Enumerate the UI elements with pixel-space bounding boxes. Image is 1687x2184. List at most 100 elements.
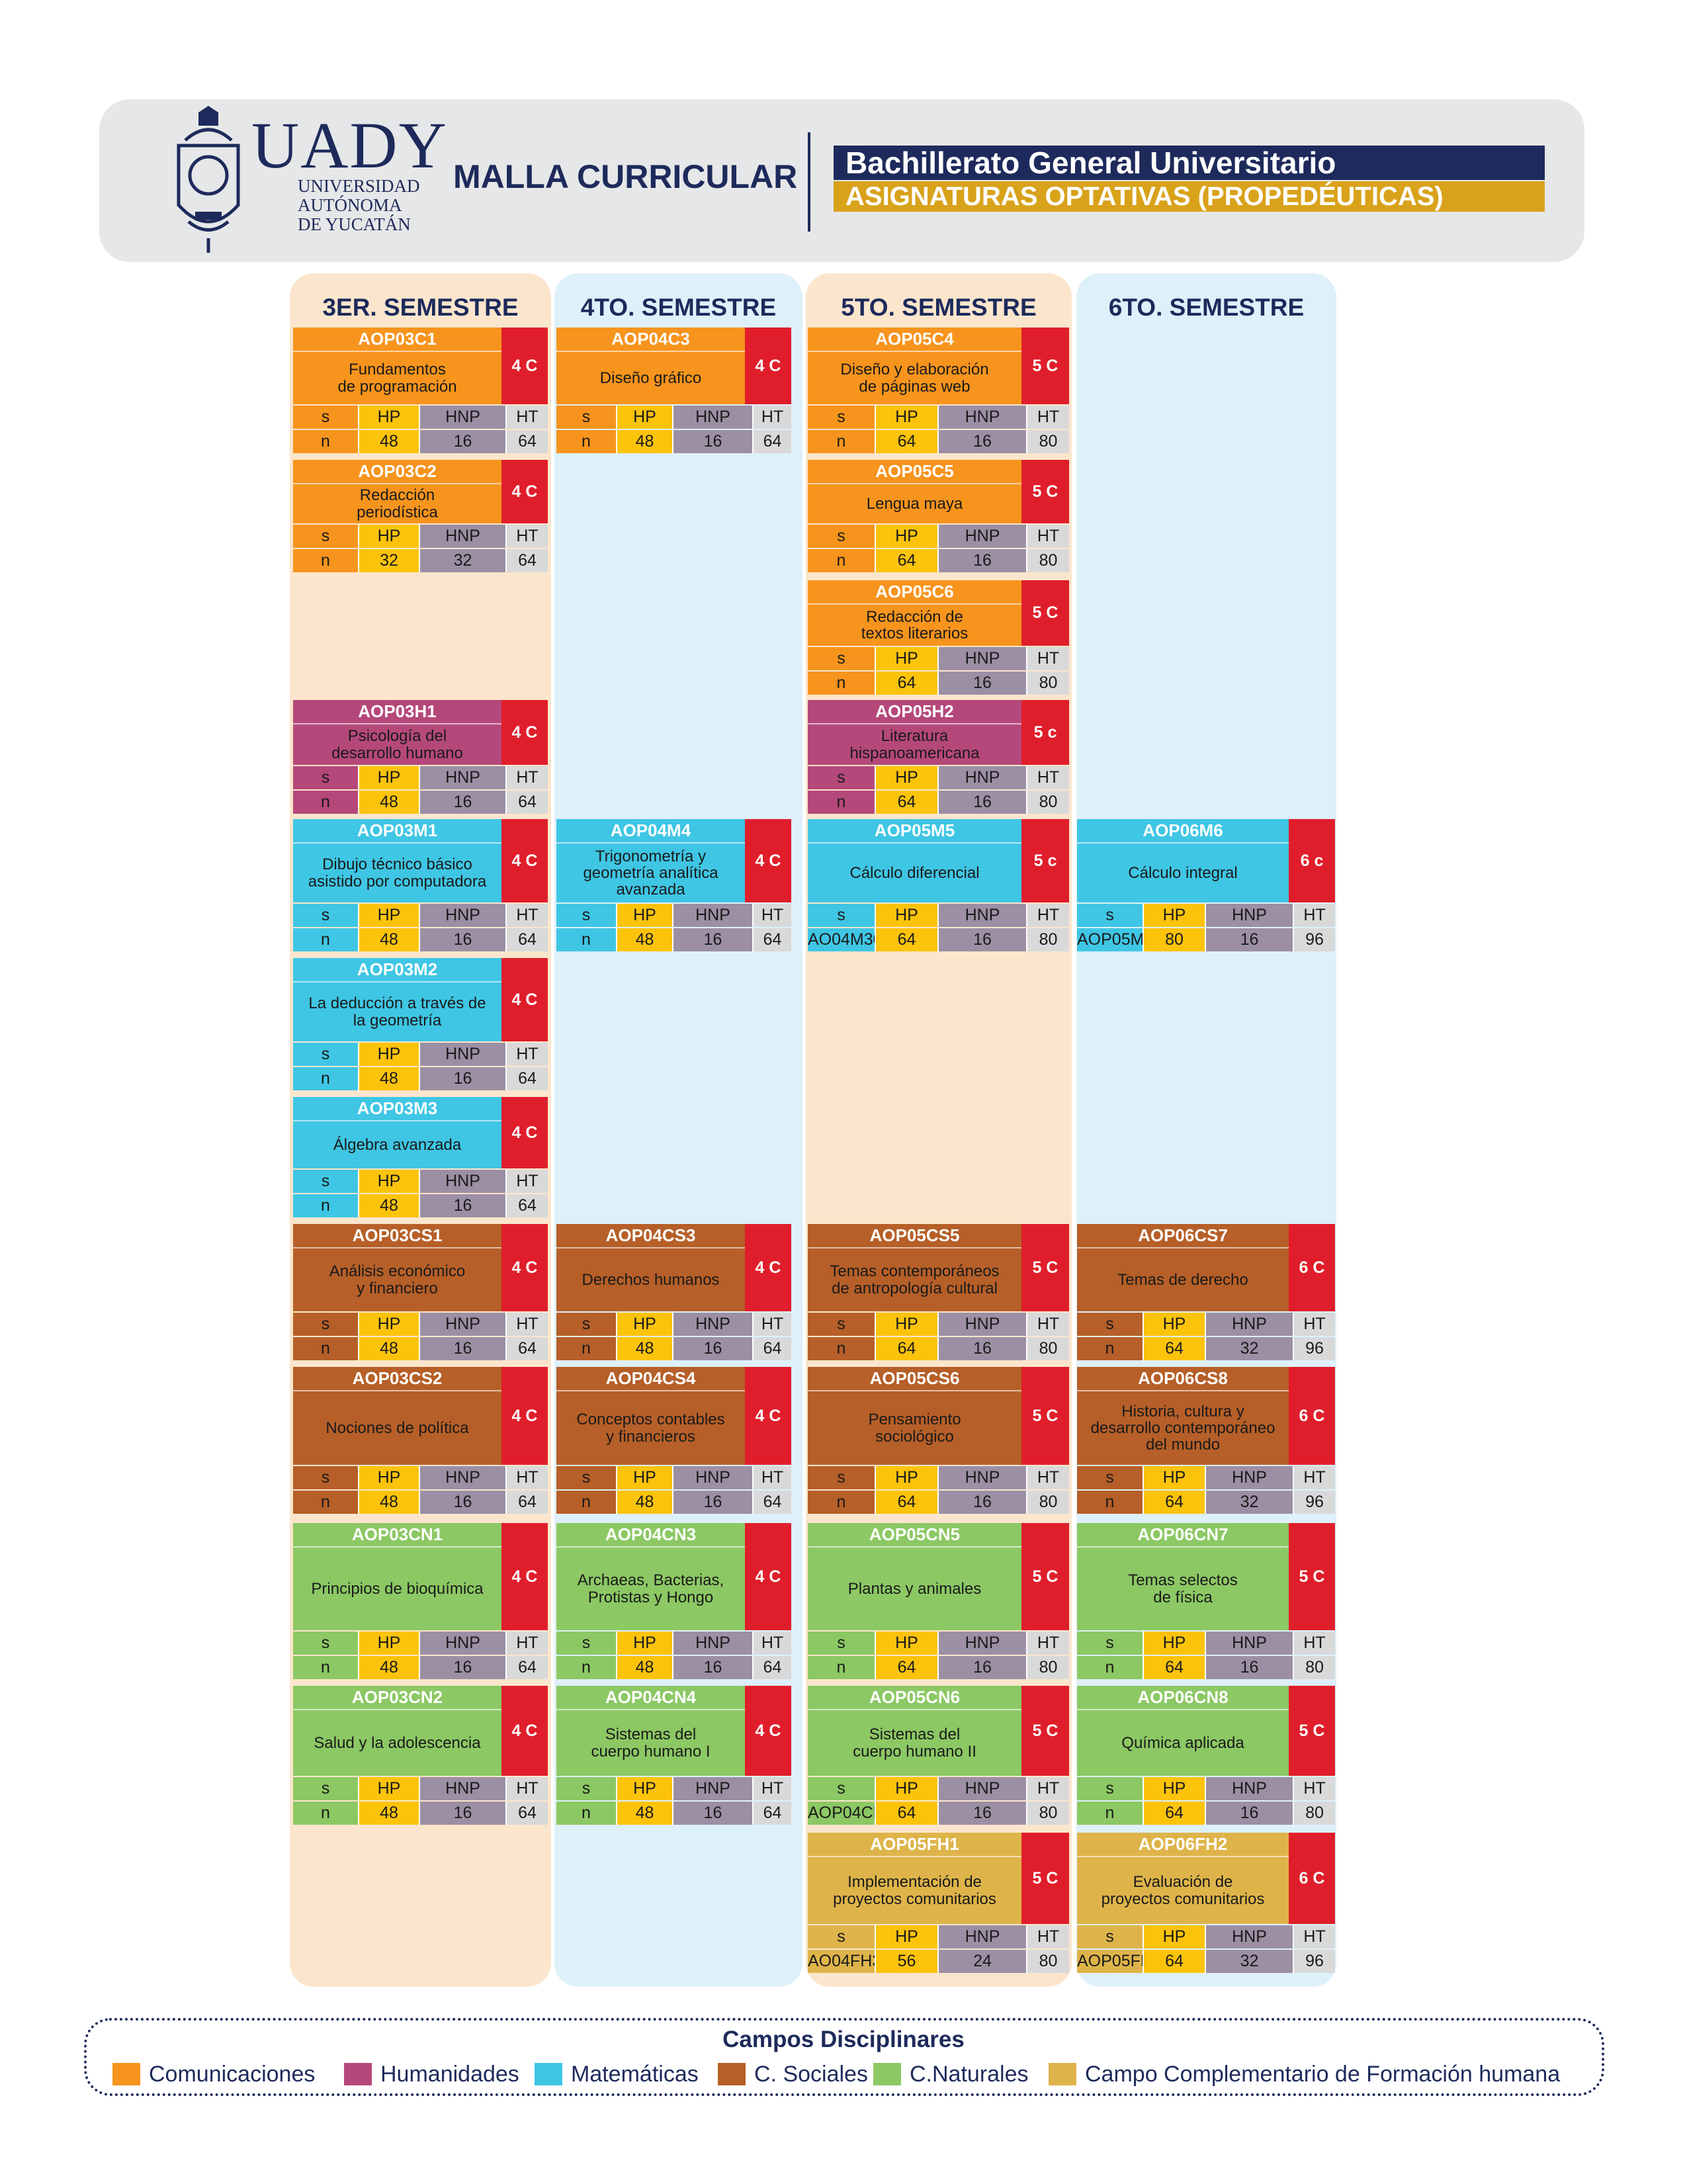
course-code: AOP05CS5 (808, 1224, 1021, 1247)
hp-header: HP (359, 406, 420, 429)
ht-value: 64 (507, 1194, 548, 1217)
prerequisite: n (808, 549, 876, 572)
course-name: Principios de bioquímica (293, 1546, 501, 1630)
ht-header: HT (1027, 525, 1069, 548)
credits-badge: 4 C (501, 1367, 548, 1465)
course-name: Sistemas del cuerpo humano II (808, 1709, 1021, 1776)
header-divider (808, 132, 810, 232)
ht-value: 64 (507, 1802, 548, 1825)
ht-header: HT (1027, 1925, 1069, 1948)
hnp-value: 16 (673, 1802, 754, 1825)
ht-header: HT (1294, 1466, 1335, 1489)
credits-badge: 5 C (1021, 1686, 1069, 1776)
hp-value: 64 (876, 549, 939, 572)
course-name: Plantas y animales (808, 1546, 1021, 1630)
course-code: AOP06FH2 (1077, 1833, 1289, 1856)
course-code: AOP05CN5 (808, 1523, 1021, 1546)
hp-header: HP (359, 1313, 420, 1336)
hours-row-label: s (556, 1466, 617, 1489)
course-code: AOP05C5 (808, 460, 1021, 483)
hours-row-label: s (808, 1925, 876, 1948)
credits-badge: 4 C (745, 328, 791, 404)
hp-value: 48 (359, 1067, 420, 1090)
credits-badge: 4 C (745, 1224, 791, 1311)
credits-badge: 4 C (501, 1224, 548, 1311)
course-card: AOP03CN2 Salud y la adolescencia 4 C s HP HNP… (293, 1686, 548, 1825)
ht-header: HT (507, 1170, 548, 1193)
ht-header: HT (754, 904, 791, 927)
course-code: AOP03C1 (293, 328, 501, 351)
course-card: AOP03C1 Fundamentos de programación 4 C s HP… (293, 328, 548, 453)
hnp-value: 16 (420, 1194, 507, 1217)
hnp-header: HNP (420, 1777, 507, 1800)
university-name-line-2: AUTÓNOMA (298, 195, 402, 215)
hnp-header: HNP (1206, 1925, 1294, 1948)
ht-value: 64 (754, 1491, 791, 1514)
hp-header: HP (876, 525, 939, 548)
hours-row-label: s (808, 647, 876, 670)
hnp-header: HNP (420, 1313, 507, 1336)
legend-swatch (718, 2063, 746, 2085)
credits-badge: 4 C (501, 1097, 548, 1168)
prerequisite: n (808, 430, 876, 453)
ht-value: 64 (507, 791, 548, 814)
hnp-value: 16 (939, 672, 1027, 695)
hnp-header: HNP (420, 1170, 507, 1193)
prerequisite: n (808, 1337, 876, 1360)
ht-value: 80 (1027, 928, 1069, 951)
ht-header: HT (1294, 904, 1335, 927)
ht-value: 80 (1294, 1802, 1335, 1825)
course-code: AOP06CN8 (1077, 1686, 1289, 1709)
hp-header: HP (876, 1925, 939, 1948)
semester-title: 4TO. SEMESTRE (580, 294, 777, 321)
course-name: Nociones de política (293, 1390, 501, 1465)
ht-value: 64 (754, 1656, 791, 1679)
ht-value: 96 (1294, 928, 1335, 951)
hours-row-label: s (293, 766, 359, 789)
credits-badge: 5 C (1289, 1686, 1335, 1776)
ht-header: HT (1027, 1777, 1069, 1800)
ht-header: HT (1027, 1466, 1069, 1489)
prerequisite: n (808, 672, 876, 695)
prerequisite: AOP05FH1 (1077, 1950, 1144, 1973)
legend-label: Comunicaciones (149, 2062, 316, 2087)
course-card: AOP05C5 Lengua maya 5 C s HP HNP HT n 64 16 80 (808, 460, 1069, 572)
hp-header: HP (876, 647, 939, 670)
course-name: Diseño y elaboración de páginas web (808, 351, 1021, 404)
hp-value: 56 (876, 1950, 939, 1973)
ht-value: 64 (507, 549, 548, 572)
course-card: AOP05C4 Diseño y elaboración de páginas w… (808, 328, 1069, 453)
hp-value: 48 (359, 791, 420, 814)
hours-row-label: s (808, 1632, 876, 1655)
hp-header: HP (359, 1632, 420, 1655)
legend-label: Humanidades (380, 2062, 519, 2087)
hnp-header: HNP (1206, 1466, 1294, 1489)
legend-swatch (535, 2063, 562, 2085)
course-name: Temas de derecho (1077, 1247, 1289, 1311)
course-card: AOP03CN1 Principios de bioquímica 4 C s HP HN… (293, 1523, 548, 1679)
ht-value: 80 (1027, 549, 1069, 572)
course-card: AOP05CS5 Temas contemporáneos de antropol… (808, 1224, 1069, 1360)
legend-swatch (1049, 2063, 1076, 2085)
hp-value: 64 (1144, 1656, 1206, 1679)
hnp-header: HNP (420, 1466, 507, 1489)
hours-row-label: s (1077, 1632, 1144, 1655)
credits-badge: 6 C (1289, 1833, 1335, 1924)
prerequisite: n (293, 1656, 359, 1679)
course-card: AOP05CN5 Plantas y animales 5 C s HP HNP HT n 64… (808, 1523, 1069, 1679)
hnp-header: HNP (1206, 904, 1294, 927)
hnp-value: 16 (939, 1491, 1027, 1514)
course-name: Análisis económico y financiero (293, 1247, 501, 1311)
course-name: Archaeas, Bacterias, Protistas y Hongo (556, 1546, 745, 1630)
university-seal-icon (177, 106, 240, 253)
ht-header: HT (754, 1632, 791, 1655)
hours-row-label: s (1077, 1313, 1144, 1336)
hp-header: HP (359, 766, 420, 789)
ht-header: HT (754, 1466, 791, 1489)
credits-badge: 5 C (1021, 1224, 1069, 1311)
hp-header: HP (359, 904, 420, 927)
hnp-value: 16 (939, 549, 1027, 572)
hnp-value: 16 (420, 928, 507, 951)
credits-badge: 4 C (501, 958, 548, 1041)
course-card: AOP03C2 Redacción periodística 4 C s HP HNP HT… (293, 460, 548, 572)
